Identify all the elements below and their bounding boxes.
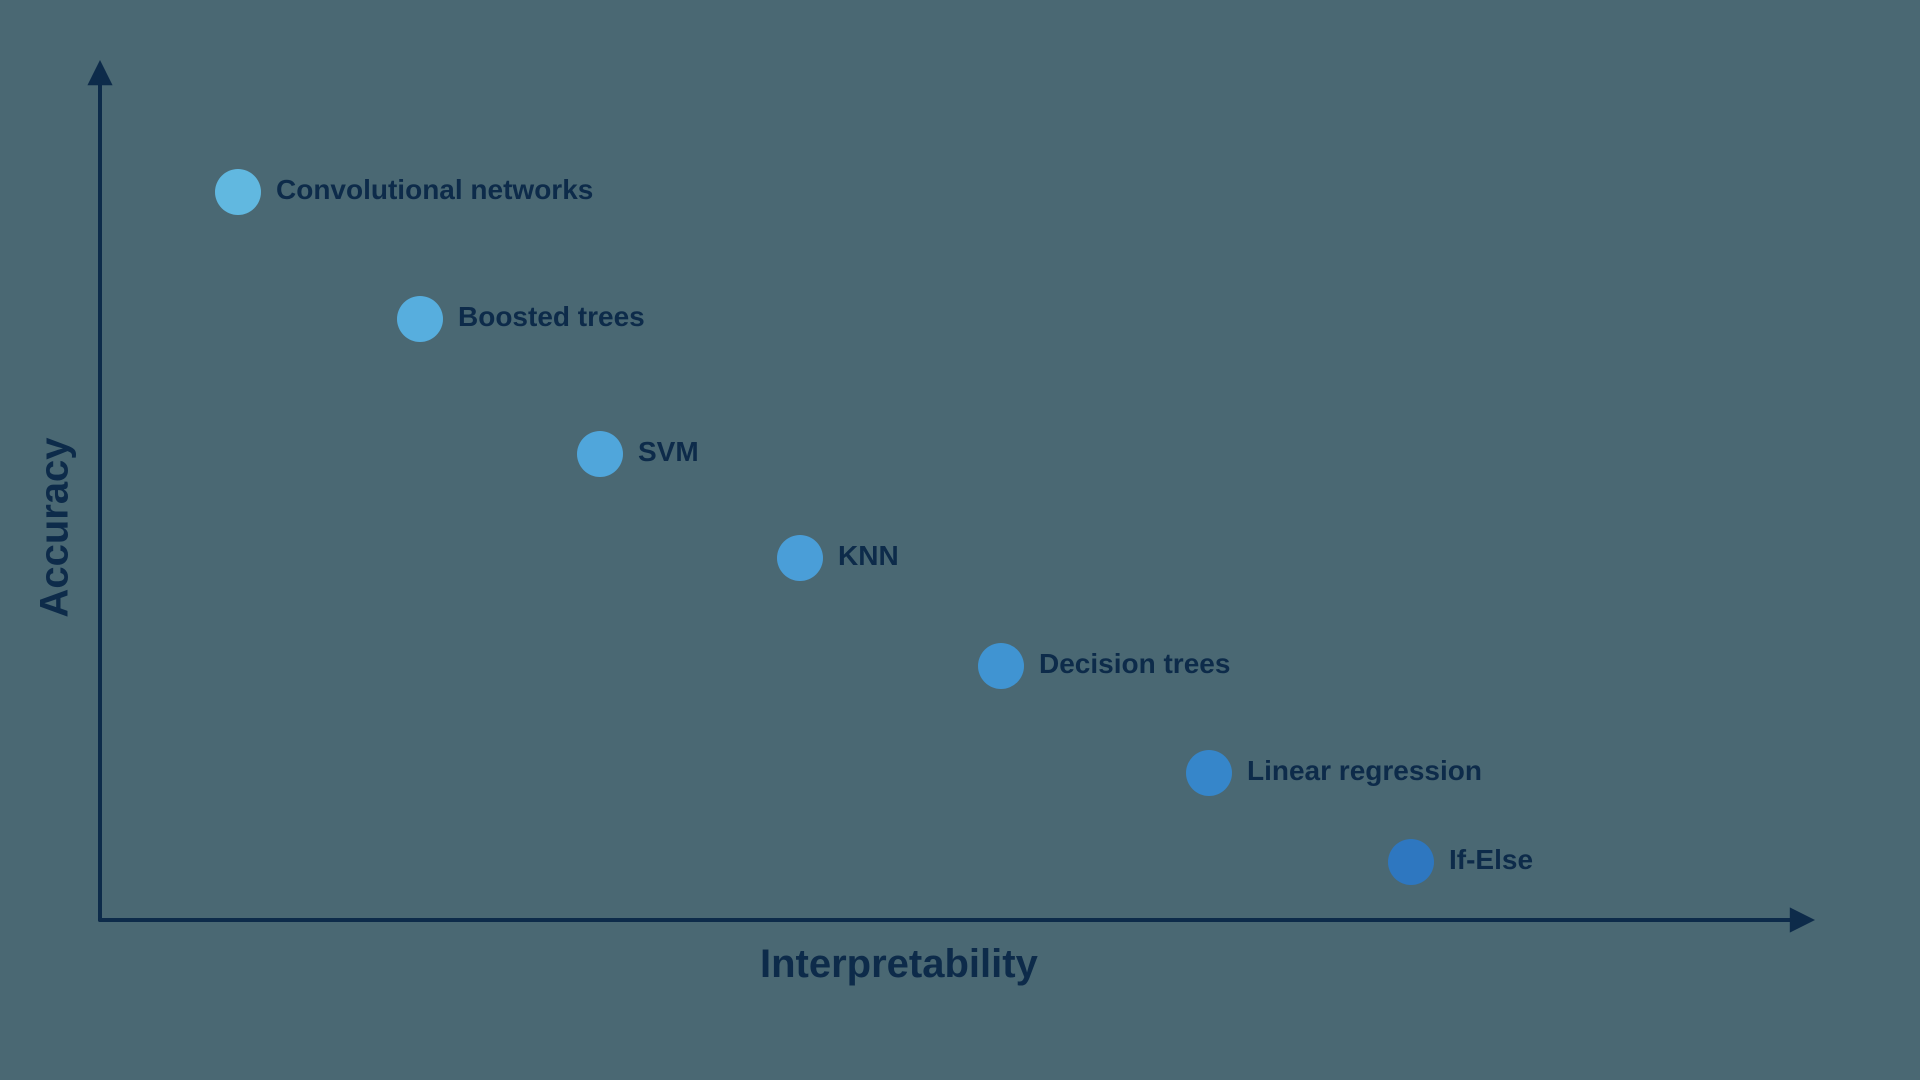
data-point: [397, 296, 443, 342]
data-point: [978, 643, 1024, 689]
data-point-label: KNN: [838, 540, 899, 572]
data-point: [1186, 750, 1232, 796]
data-point-label: SVM: [638, 436, 699, 468]
data-point: [777, 535, 823, 581]
chart-container: Accuracy Interpretability Convolutional …: [0, 0, 1920, 1080]
data-point: [215, 169, 261, 215]
data-point: [577, 431, 623, 477]
x-axis-label: Interpretability: [760, 942, 1038, 987]
x-axis-arrow: [1790, 907, 1815, 932]
data-point-label: If-Else: [1449, 844, 1533, 876]
data-point: [1388, 839, 1434, 885]
data-point-label: Linear regression: [1247, 755, 1482, 787]
y-axis-label: Accuracy: [33, 437, 78, 617]
data-point-label: Decision trees: [1039, 648, 1230, 680]
chart-axes: [0, 0, 1920, 1080]
data-point-label: Boosted trees: [458, 301, 645, 333]
y-axis-arrow: [87, 60, 112, 85]
data-point-label: Convolutional networks: [276, 174, 593, 206]
